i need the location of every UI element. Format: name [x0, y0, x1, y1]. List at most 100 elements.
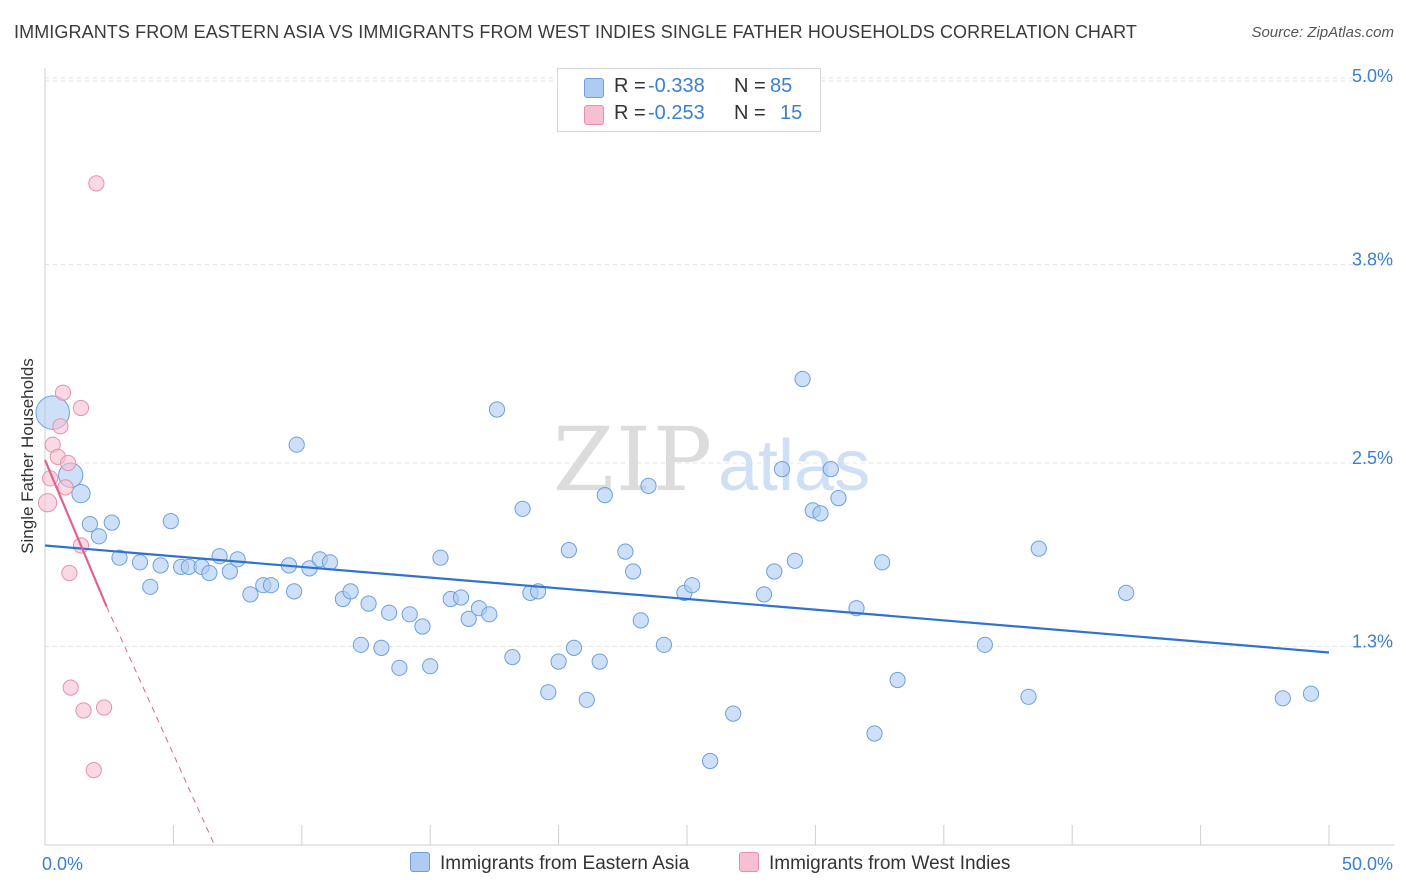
point-eastern-asia — [822, 461, 839, 478]
point-eastern-asia — [565, 639, 583, 657]
point-eastern-asia — [242, 586, 259, 603]
labels-layer: 1.3% 2.5% 3.8% 5.0% 0.0% 50.0% — [42, 66, 1393, 874]
legend-n-value: 85 — [770, 75, 793, 97]
legend-r-value: -0.338 — [648, 75, 705, 97]
point-eastern-asia — [488, 401, 506, 418]
point-eastern-asia — [591, 653, 608, 670]
point-eastern-asia — [812, 505, 829, 522]
watermark-zip: ZIP — [553, 408, 714, 511]
point-eastern-asia — [1118, 584, 1135, 602]
point-eastern-asia — [889, 671, 906, 689]
legend-swatch-blue — [584, 78, 604, 98]
trend-layer — [43, 459, 1330, 846]
legend: R = -0.338 N = 85 R = -0.253 N = 15 — [557, 68, 821, 132]
point-west-indies — [54, 384, 72, 401]
point-eastern-asia — [766, 563, 783, 580]
point-west-indies — [88, 175, 105, 192]
point-eastern-asia — [81, 516, 99, 533]
bottom-legend-label: Immigrants from West Indies — [769, 853, 1011, 874]
point-eastern-asia — [632, 612, 649, 629]
point-eastern-asia — [976, 636, 994, 653]
point-eastern-asia — [286, 583, 303, 600]
legend-r-label: R = — [614, 102, 646, 124]
point-eastern-asia — [422, 658, 439, 675]
legend-swatch-pink — [584, 105, 604, 125]
point-west-indies — [75, 702, 92, 719]
point-eastern-asia — [262, 577, 280, 594]
point-eastern-asia — [90, 528, 108, 545]
point-eastern-asia — [352, 636, 369, 653]
point-eastern-asia — [162, 513, 179, 530]
point-eastern-asia — [391, 659, 408, 676]
point-eastern-asia — [560, 542, 578, 559]
y-tick-label: 2.5% — [1352, 448, 1393, 468]
point-eastern-asia — [71, 483, 91, 504]
point-eastern-asia — [830, 490, 847, 507]
point-eastern-asia — [1020, 688, 1037, 705]
legend-r-value: -0.253 — [648, 102, 705, 124]
trend-line — [44, 544, 1330, 654]
point-eastern-asia — [540, 684, 557, 701]
point-eastern-asia — [360, 595, 377, 612]
point-west-indies — [72, 399, 90, 417]
point-west-indies — [85, 762, 102, 779]
point-eastern-asia — [1302, 685, 1320, 702]
legend-r-label: R = — [614, 75, 646, 97]
source-label: Source: ZipAtlas.com — [1251, 24, 1394, 41]
x-tick-label: 50.0% — [1342, 854, 1393, 874]
point-eastern-asia — [786, 552, 804, 569]
point-eastern-asia — [1030, 540, 1047, 557]
point-eastern-asia — [514, 500, 531, 517]
trend-line-extension — [106, 606, 215, 846]
y-tick-label: 3.8% — [1352, 249, 1393, 269]
point-eastern-asia — [288, 436, 305, 453]
x-tick-label: 0.0% — [42, 854, 83, 874]
bottom-legend-label: Immigrants from Eastern Asia — [440, 853, 690, 874]
watermark-atlas: atlas — [718, 426, 870, 506]
point-eastern-asia — [725, 705, 742, 722]
point-eastern-asia — [381, 604, 398, 621]
point-eastern-asia — [452, 589, 470, 606]
point-eastern-asia — [460, 610, 477, 628]
bottom-legend-swatch-pink — [739, 852, 759, 872]
point-eastern-asia — [221, 563, 238, 580]
point-eastern-asia — [432, 549, 449, 566]
legend-n-label: N = — [734, 102, 766, 124]
point-west-indies — [60, 454, 77, 472]
point-eastern-asia — [111, 549, 128, 566]
point-eastern-asia — [201, 564, 218, 582]
trend-line — [43, 459, 108, 608]
point-eastern-asia — [866, 725, 883, 742]
point-eastern-asia — [655, 636, 673, 653]
point-eastern-asia — [702, 752, 719, 770]
y-tick-label: 1.3% — [1352, 631, 1393, 651]
point-eastern-asia — [152, 557, 169, 574]
bottom-legend-eastern-asia: Immigrants from Eastern Asia — [410, 852, 689, 875]
point-eastern-asia — [773, 461, 791, 478]
point-eastern-asia — [596, 487, 613, 504]
bottom-legend-west-indies: Immigrants from West Indies — [739, 852, 1010, 875]
point-eastern-asia — [414, 618, 431, 635]
point-eastern-asia — [1274, 690, 1291, 707]
grid-layer — [45, 77, 1394, 647]
point-eastern-asia — [684, 577, 701, 594]
point-eastern-asia — [550, 653, 567, 670]
points-layer — [35, 175, 1320, 779]
point-west-indies — [62, 679, 79, 696]
bottom-legend-swatch-blue — [410, 852, 430, 872]
point-west-indies — [52, 418, 69, 435]
point-eastern-asia — [504, 649, 521, 666]
watermark: ZIP atlas — [553, 408, 870, 511]
y-tick-label: 5.0% — [1352, 66, 1393, 86]
point-eastern-asia — [131, 554, 149, 571]
point-eastern-asia — [321, 554, 339, 571]
point-eastern-asia — [578, 691, 595, 708]
point-west-indies — [37, 493, 58, 513]
point-eastern-asia — [755, 586, 773, 603]
point-eastern-asia — [481, 606, 498, 623]
point-eastern-asia — [142, 578, 159, 595]
point-eastern-asia — [794, 370, 811, 388]
chart-title: IMMIGRANTS FROM EASTERN ASIA VS IMMIGRAN… — [14, 22, 1137, 42]
point-eastern-asia — [617, 543, 634, 560]
